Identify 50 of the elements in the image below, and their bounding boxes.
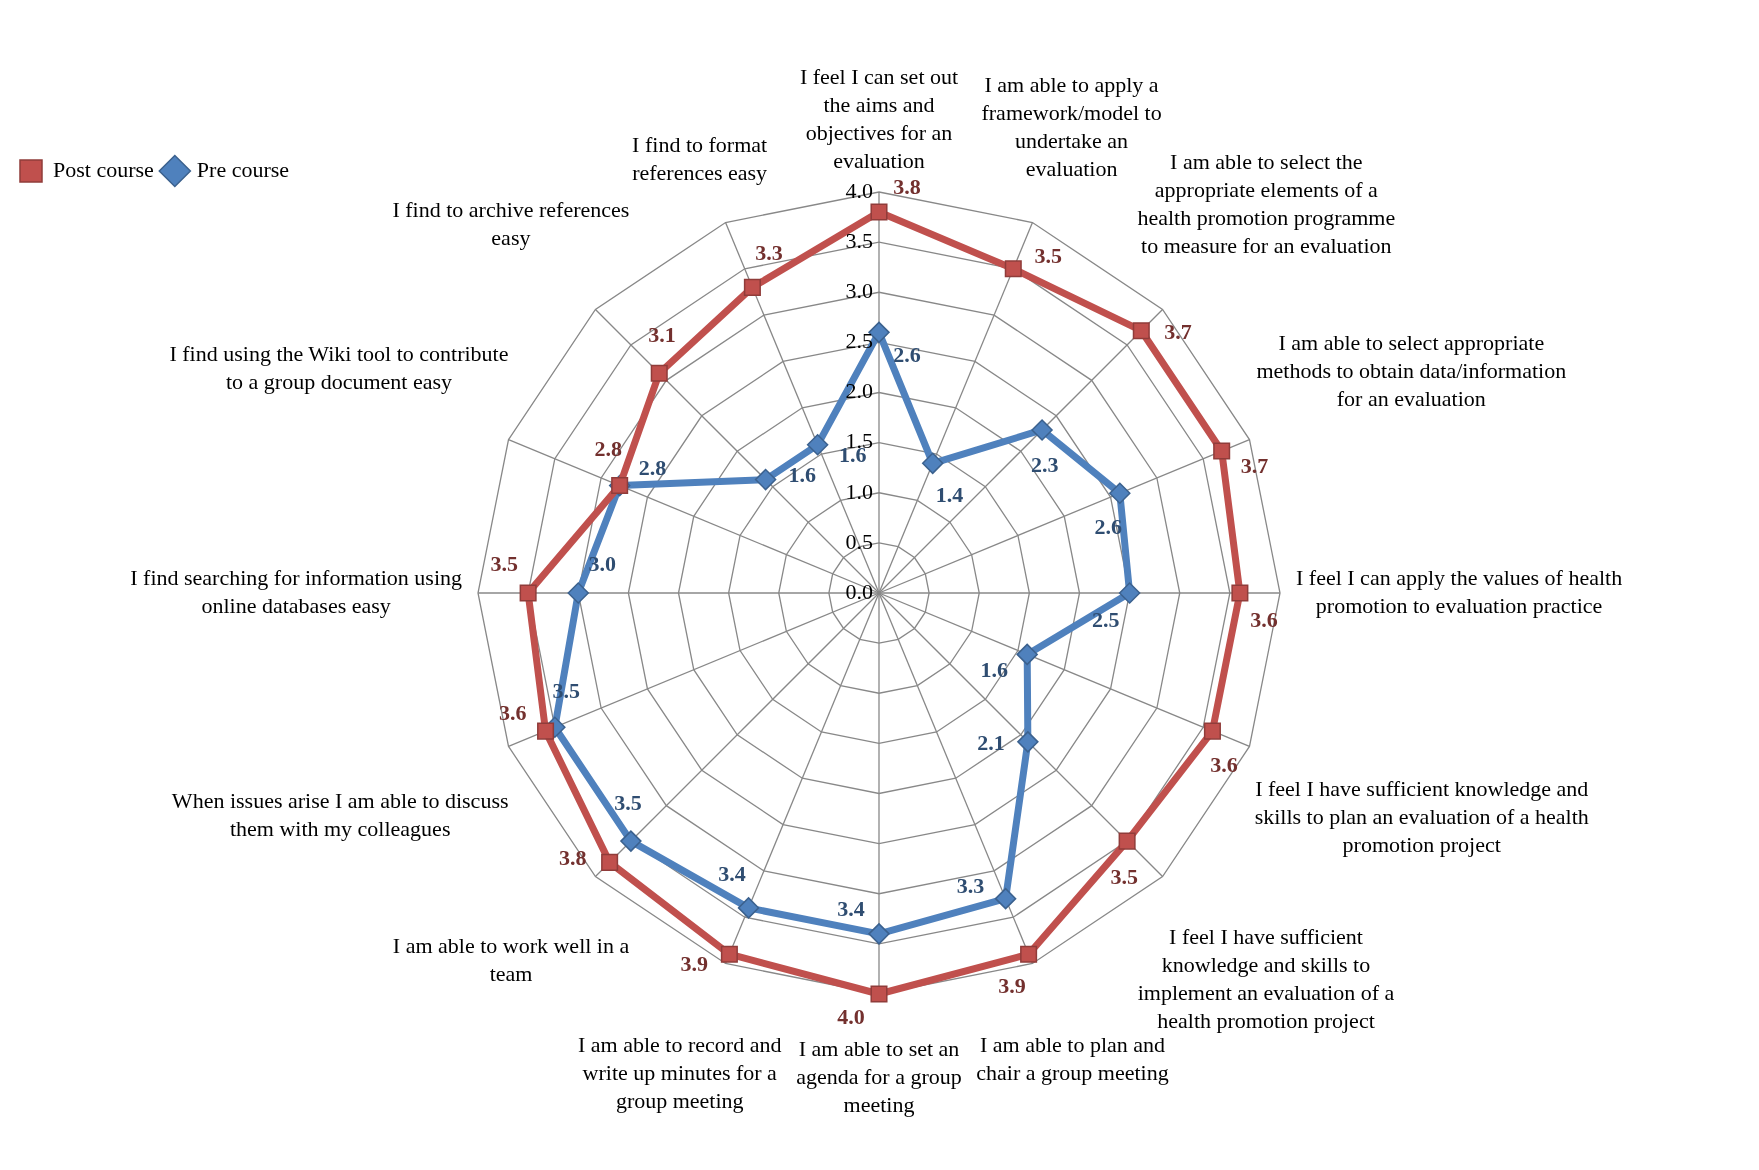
data-label: 3.8 xyxy=(559,845,587,871)
data-label: 3.5 xyxy=(1110,863,1139,889)
data-label: 3.6 xyxy=(498,700,527,726)
spoke-label: I feel I have sufficient knowledge and skills to implement an evaluation of a health promotion project xyxy=(1137,923,1395,1033)
data-label: 3.5 xyxy=(1034,243,1063,269)
data-label: 3.1 xyxy=(648,322,676,348)
data-label: 3.9 xyxy=(680,951,709,977)
data-label: 2.5 xyxy=(1091,606,1120,632)
spoke-label: I am able to plan and chair a group meeting xyxy=(976,1031,1169,1085)
data-label: 3.3 xyxy=(956,872,985,898)
y-tick-label: 3.5 xyxy=(845,227,873,253)
y-tick-label: 3.0 xyxy=(845,278,873,304)
data-label: 2.6 xyxy=(893,342,921,368)
data-label: 3.9 xyxy=(998,972,1026,998)
data-label: 3.6 xyxy=(1210,751,1238,777)
spoke-label: I find using the Wiki tool to contribute to a group document easy xyxy=(169,341,509,395)
data-label: 3.5 xyxy=(490,550,518,576)
legend-label: Post course xyxy=(53,156,154,182)
spoke-label: I find to archive references easy xyxy=(392,196,630,250)
y-tick-label: 0.5 xyxy=(845,528,873,554)
data-label: 2.8 xyxy=(594,436,622,462)
spoke-label: I feel I can set out the aims and objectives for an evaluation xyxy=(799,63,959,173)
data-label: 1.6 xyxy=(788,462,817,488)
spoke-label: I feel I can apply the values of health promotion to evaluation practice xyxy=(1296,564,1623,618)
spoke-label: I am able to work well in a team xyxy=(392,932,630,986)
data-label: 3.8 xyxy=(893,173,921,199)
spoke-label: I find to format references easy xyxy=(632,131,768,185)
spoke-label: When issues arise I am able to discuss them with my colleagues xyxy=(171,787,509,841)
data-label: 3.5 xyxy=(614,790,642,816)
data-label: 3.7 xyxy=(1240,453,1269,479)
data-label: 2.3 xyxy=(1031,452,1059,478)
data-label: 1.4 xyxy=(935,481,964,507)
y-tick-label: 2.5 xyxy=(845,328,873,354)
data-label: 1.6 xyxy=(980,656,1009,682)
y-tick-label: 4.0 xyxy=(845,177,873,203)
spoke-label: I am able to select appropriate methods to obtain data/information for an evaluation xyxy=(1256,330,1567,412)
y-tick-label: 1.0 xyxy=(845,478,873,504)
data-label: 3.6 xyxy=(1250,606,1278,632)
data-label: 2.8 xyxy=(638,454,667,480)
spoke-label: I am able to set an agenda for a group meeting xyxy=(796,1035,962,1117)
spoke-label: I am able to record and write up minutes for a group meeting xyxy=(578,1031,782,1113)
data-label: 3.7 xyxy=(1164,319,1192,345)
data-label: 3.3 xyxy=(755,240,783,266)
data-label: 3.4 xyxy=(837,895,865,921)
spoke-label: I find searching for information using online databases easy xyxy=(130,564,463,618)
data-label: 2.1 xyxy=(977,730,1005,756)
spoke-label: I feel I have sufficient knowledge and skills to plan an evaluation of a health promotion project xyxy=(1254,775,1589,857)
data-label: 3.4 xyxy=(718,860,746,886)
y-tick-label: 0.0 xyxy=(845,578,873,604)
legend-label: Pre course xyxy=(196,156,290,182)
